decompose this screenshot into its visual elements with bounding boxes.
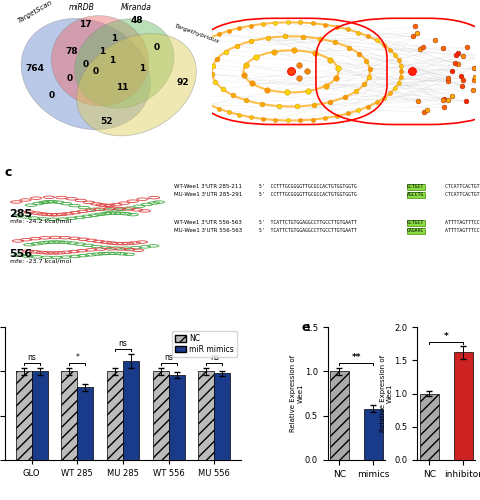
Text: e: e <box>301 320 310 334</box>
Text: ns: ns <box>164 353 173 362</box>
Text: ns: ns <box>119 339 127 348</box>
Text: 78: 78 <box>65 47 78 56</box>
Text: AGCCTG: AGCCTG <box>407 192 424 198</box>
Text: Miranda: Miranda <box>121 3 152 12</box>
Text: 0: 0 <box>154 43 160 52</box>
Text: WT-Wee1 3'UTR 556-563: WT-Wee1 3'UTR 556-563 <box>174 220 242 225</box>
Bar <box>15 372 32 460</box>
Text: 285: 285 <box>10 209 33 219</box>
Text: 5'  TCATTCTGTGGAGGCCTTGCCTTGTGAATT: 5' TCATTCTGTGGAGGCCTTGCCTTGTGAATT <box>259 228 357 234</box>
Text: 92: 92 <box>177 78 189 86</box>
Text: c: c <box>5 166 12 179</box>
Text: 5'  CCTTTGCGGGGTTGCGCCACTGTGGTGGTG: 5' CCTTTGCGGGGTTGCGCCACTGTGGTGGTG <box>259 192 357 198</box>
Text: MU-Wee1 3'UTR 556-563: MU-Wee1 3'UTR 556-563 <box>174 228 242 234</box>
Text: 1: 1 <box>111 34 117 42</box>
Ellipse shape <box>21 18 150 130</box>
Text: 1: 1 <box>99 47 105 56</box>
Text: *: * <box>75 353 79 362</box>
Ellipse shape <box>51 16 149 106</box>
Ellipse shape <box>74 19 174 108</box>
Text: 1: 1 <box>109 56 115 66</box>
Text: Targethybridus: Targethybridus <box>174 24 220 44</box>
Text: CTCATTCACTGTT  3': CTCATTCACTGTT 3' <box>444 192 480 198</box>
Y-axis label: Relative Expression of
Wee1: Relative Expression of Wee1 <box>380 355 393 432</box>
Text: 1: 1 <box>139 64 145 73</box>
Text: TargetScan: TargetScan <box>17 0 54 24</box>
Text: 0: 0 <box>83 60 89 70</box>
Text: 0: 0 <box>67 74 72 82</box>
Text: 52: 52 <box>100 118 112 126</box>
Text: 48: 48 <box>130 16 143 26</box>
Legend: NC, miR mimics: NC, miR mimics <box>172 331 237 356</box>
Bar <box>454 352 473 460</box>
Bar <box>198 372 215 460</box>
Bar <box>364 408 383 460</box>
Text: ATTTTAGTTTCCT  3': ATTTTAGTTTCCT 3' <box>444 228 480 234</box>
Text: mfe: -23.7 kcal/mol: mfe: -23.7 kcal/mol <box>10 258 71 264</box>
Text: GCTGCT: GCTGCT <box>407 220 424 225</box>
Bar <box>61 372 77 460</box>
Text: GCTGCT: GCTGCT <box>407 184 424 189</box>
Text: 0: 0 <box>48 91 54 100</box>
Y-axis label: Relative Expression of
Wee1: Relative Expression of Wee1 <box>290 355 303 432</box>
Bar <box>107 372 123 460</box>
Text: ns: ns <box>210 353 219 362</box>
Text: 556: 556 <box>10 250 33 260</box>
Text: ATTTTAGTTTCCT  3': ATTTTAGTTTCCT 3' <box>444 220 480 225</box>
Bar <box>123 361 139 460</box>
Bar <box>420 394 439 460</box>
Bar <box>32 372 48 460</box>
Text: 5'  CCTTTGCGGGGTTGCGCCACTGTGGTGGTG: 5' CCTTTGCGGGGTTGCGCCACTGTGGTGGTG <box>259 184 357 189</box>
Text: **: ** <box>352 352 361 362</box>
Text: 5'  TCATTCTGTGGAGGCCTTGCCTTGTGAATT: 5' TCATTCTGTGGAGGCCTTGCCTTGTGAATT <box>259 220 357 225</box>
Ellipse shape <box>76 34 196 136</box>
Bar <box>168 375 185 460</box>
Text: *: * <box>444 332 449 341</box>
Bar <box>153 372 168 460</box>
Text: WT-Wee1 3'UTR 285-211: WT-Wee1 3'UTR 285-211 <box>174 184 242 189</box>
Text: 17: 17 <box>80 20 92 30</box>
Text: mfe: -24.2 kcal/mol: mfe: -24.2 kcal/mol <box>10 218 71 223</box>
Text: ns: ns <box>27 353 36 362</box>
Bar <box>330 372 349 460</box>
Text: CTCATTCACTGTT  3': CTCATTCACTGTT 3' <box>444 184 480 189</box>
Bar <box>215 373 230 460</box>
Text: 764: 764 <box>25 64 45 73</box>
Text: 11: 11 <box>116 83 129 92</box>
Text: 0: 0 <box>93 67 99 76</box>
Text: MU-Wee1 3'UTR 285-291: MU-Wee1 3'UTR 285-291 <box>174 192 242 198</box>
Text: CAGAAC: CAGAAC <box>407 228 424 234</box>
Text: miRDB: miRDB <box>69 3 95 12</box>
Bar <box>77 388 93 460</box>
